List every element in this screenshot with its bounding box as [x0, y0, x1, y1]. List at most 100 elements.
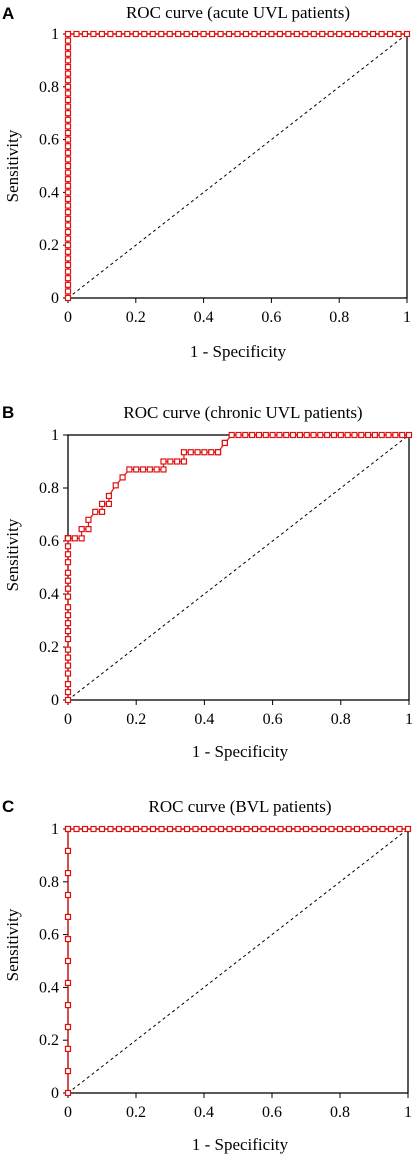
roc-point: [133, 466, 140, 473]
roc-point: [187, 449, 194, 456]
plot-frame-c: [67, 828, 409, 1094]
roc-point: [64, 103, 72, 110]
roc-point: [403, 30, 411, 38]
roc-point: [64, 281, 72, 288]
roc-point: [192, 30, 199, 38]
roc-point: [90, 825, 97, 833]
roc-point: [92, 508, 99, 515]
y-tick-label: 0.6: [39, 132, 59, 149]
y-tick-label: 0.8: [39, 874, 59, 891]
roc-point: [396, 825, 403, 833]
roc-point: [370, 30, 377, 38]
roc-point: [276, 30, 283, 38]
roc-point: [78, 525, 85, 533]
roc-point: [276, 431, 283, 439]
roc-point: [344, 431, 351, 439]
roc-point: [141, 825, 148, 833]
plot-frame-a: [67, 33, 408, 299]
roc-point: [132, 30, 139, 38]
roc-point: [262, 431, 269, 439]
roc-point: [64, 169, 72, 176]
roc-point: [319, 825, 327, 833]
roc-point: [64, 1089, 72, 1097]
roc-point: [378, 30, 385, 38]
roc-point: [98, 825, 106, 833]
y-tick-label: 0.4: [39, 979, 59, 996]
roc-point: [64, 129, 72, 137]
roc-point: [64, 63, 72, 71]
roc-point: [64, 50, 72, 57]
roc-point: [310, 431, 317, 439]
y-tick-label: 1: [51, 427, 59, 444]
x-tick-label: 1: [405, 711, 413, 728]
roc-point: [378, 431, 385, 439]
roc-point: [330, 431, 338, 439]
roc-point: [317, 431, 324, 439]
roc-point: [115, 30, 122, 38]
roc-point: [200, 825, 208, 833]
x-tick-label: 0.8: [331, 711, 351, 728]
panel-letter-b: B: [2, 403, 14, 422]
roc-point: [64, 1001, 72, 1009]
roc-point: [64, 585, 72, 592]
roc-point: [71, 535, 78, 542]
roc-point: [64, 202, 72, 209]
roc-point: [132, 825, 140, 833]
roc-markers-a: [64, 30, 411, 302]
roc-point: [81, 30, 89, 38]
x-tick-label: 0.2: [126, 309, 146, 326]
roc-point: [64, 30, 72, 38]
roc-point: [64, 1023, 72, 1031]
y-tick-label: 0.4: [39, 184, 59, 201]
x-tick-label: 0.4: [194, 711, 214, 728]
x-axis-label-c: 1 - Specificity: [192, 1135, 289, 1154]
x-tick-label: 0.2: [126, 711, 146, 728]
roc-point: [285, 30, 292, 38]
roc-point: [64, 696, 72, 704]
x-tick-label: 0.4: [194, 309, 214, 326]
roc-point: [124, 825, 131, 833]
roc-point: [180, 458, 188, 465]
roc-point: [153, 466, 160, 473]
panel-a: A ROC curve (acute UVL patients) 1 - Spe…: [2, 3, 411, 361]
roc-point: [260, 825, 267, 833]
roc-point: [242, 431, 249, 439]
y-axis-label-b: Sensitivity: [3, 518, 22, 591]
x-tick-label: 0.8: [330, 1104, 350, 1121]
roc-point: [183, 825, 191, 833]
roc-point: [379, 825, 386, 833]
y-tick-label: 0.8: [39, 480, 59, 497]
y-tick-label: 0.6: [39, 927, 59, 944]
roc-point: [194, 449, 201, 456]
roc-point: [64, 44, 72, 51]
roc-point: [208, 30, 216, 38]
panel-c: C ROC curve (BVL patients) 1 - Specifici…: [2, 797, 412, 1154]
roc-point: [242, 30, 250, 38]
roc-point: [64, 268, 72, 275]
roc-point: [107, 825, 114, 833]
roc-point: [158, 30, 165, 38]
roc-point: [64, 551, 72, 558]
roc-point: [228, 431, 235, 439]
roc-point: [259, 30, 267, 38]
roc-curve-line-b: [67, 434, 409, 700]
y-axis-label-c: Sensitivity: [3, 908, 22, 981]
roc-point: [327, 30, 334, 38]
panel-letter-a: A: [2, 4, 14, 23]
roc-point: [319, 30, 326, 38]
y-tick-label: 0.2: [39, 639, 59, 656]
roc-point: [362, 825, 369, 833]
roc-point: [268, 30, 275, 38]
roc-point: [337, 431, 344, 439]
roc-point: [174, 458, 181, 465]
roc-point: [64, 143, 72, 150]
roc-point: [64, 149, 72, 156]
roc-point: [78, 535, 85, 542]
roc-point: [221, 439, 228, 447]
roc-point: [64, 162, 72, 170]
roc-point: [64, 825, 72, 833]
roc-point: [249, 431, 256, 439]
roc-point: [64, 593, 72, 600]
roc-point: [183, 30, 190, 38]
roc-point: [175, 30, 182, 38]
